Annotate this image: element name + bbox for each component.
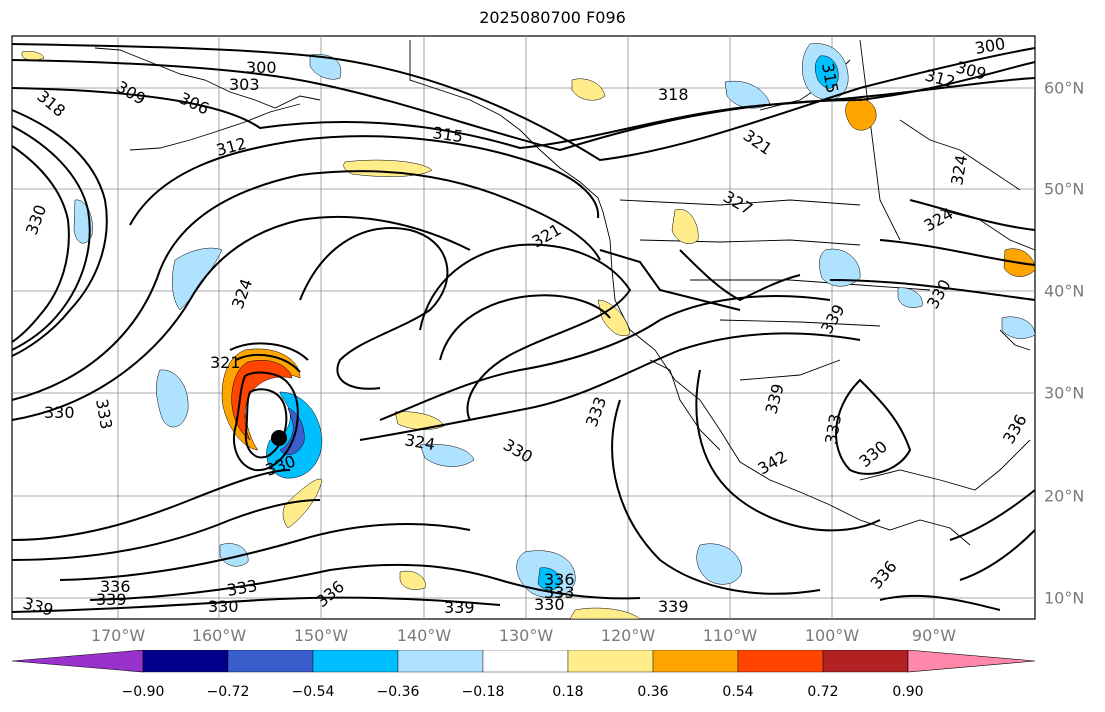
longitude-label: 140°W xyxy=(396,626,452,645)
longitude-label: 130°W xyxy=(498,626,554,645)
contour-label: 333 xyxy=(544,583,575,602)
latitude-label: 50°N xyxy=(1044,179,1085,199)
contour-label: 303 xyxy=(229,75,260,94)
colorbar-segment xyxy=(822,650,909,673)
longitude-label: 150°W xyxy=(293,626,349,645)
latitude-label: 40°N xyxy=(1044,281,1085,301)
colorbar-segment xyxy=(312,650,399,673)
contour-lines xyxy=(11,43,1036,613)
contour-label: 315 xyxy=(431,123,464,146)
contour-label: 330 xyxy=(44,403,75,422)
longitude-label: 100°W xyxy=(804,626,860,645)
colorbar-tick-label: −0.54 xyxy=(291,684,335,700)
contour-label: 336 xyxy=(544,570,575,589)
colorbar-segment xyxy=(737,650,824,673)
anomaly-shading xyxy=(21,43,1036,620)
latitude-label: 20°N xyxy=(1044,486,1085,506)
latitude-label: 10°N xyxy=(1044,588,1085,608)
contour-label: 321 xyxy=(210,353,241,372)
colorbar-tick-label: 0.72 xyxy=(807,684,839,700)
colorbar-tick-label: −0.90 xyxy=(121,684,165,700)
colorbar-segment xyxy=(142,650,229,673)
colorbar-segment xyxy=(397,650,484,673)
map-title: 2025080700 F096 xyxy=(479,8,626,27)
colorbar-tick-label: −0.18 xyxy=(461,684,505,700)
storm-center-marker xyxy=(271,430,287,446)
contour-label: 339 xyxy=(658,597,689,616)
latitude-label: 30°N xyxy=(1044,383,1085,403)
contour-label: 330 xyxy=(208,597,239,616)
contour-label: 300 xyxy=(246,58,277,77)
contour-label: 336 xyxy=(100,577,131,596)
colorbar-tick-label: −0.72 xyxy=(206,684,250,700)
colorbar-tick-label: 0.54 xyxy=(722,684,754,700)
longitude-label: 170°W xyxy=(90,626,146,645)
colorbar-segment xyxy=(482,650,569,673)
contour-label: 339 xyxy=(444,598,475,617)
latitude-label: 60°N xyxy=(1044,78,1085,98)
colorbar-extend-high xyxy=(907,650,1036,673)
colorbar-segment xyxy=(567,650,654,673)
map-frame xyxy=(11,35,1036,620)
colorbar-tick-label: 0.36 xyxy=(637,684,669,700)
contour-label: 339 xyxy=(96,590,127,609)
longitude-label: 110°W xyxy=(702,626,758,645)
longitude-label: 160°W xyxy=(191,626,247,645)
colorbar xyxy=(11,650,1036,673)
colorbar-segment xyxy=(652,650,739,673)
colorbar-segment xyxy=(227,650,314,673)
longitude-label: 120°W xyxy=(600,626,656,645)
colorbar-tick-label: 0.90 xyxy=(892,684,924,700)
colorbar-tick-label: −0.36 xyxy=(376,684,420,700)
colorbar-extend-low xyxy=(11,650,144,673)
colorbar-tick-label: 0.18 xyxy=(552,684,584,700)
contour-label: 318 xyxy=(658,85,689,104)
longitude-label: 90°W xyxy=(911,626,957,645)
contour-label: 330 xyxy=(534,595,565,614)
